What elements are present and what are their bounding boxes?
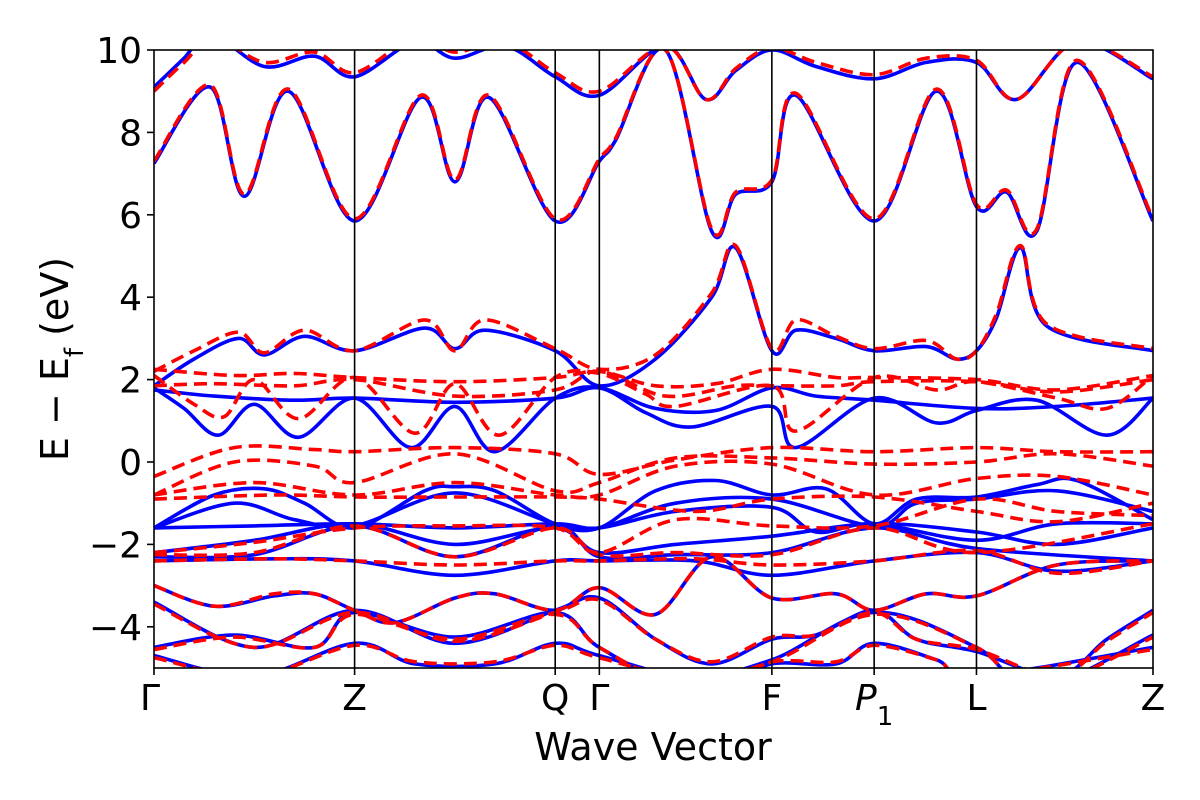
x-tick-label-6: P1: [855, 678, 893, 732]
red-dashed-band-15: [154, 597, 1153, 668]
y-tick-label-8: −4: [89, 608, 142, 649]
red-dashed-band-3: [154, 242, 1153, 373]
x-tick-label-7: L: [966, 678, 986, 719]
y-axis-title-unit: (eV): [33, 257, 77, 348]
red-dashed-band-7: [154, 444, 1153, 479]
y-axis-ticks: 10 8 6 4 2 0 −2 −4: [89, 31, 154, 649]
y-tick-label-4: 4: [119, 278, 142, 319]
red-dashed-band-17: [154, 643, 1153, 668]
x-tick-label-5: F: [761, 678, 782, 719]
red-dashed-band-9: [154, 459, 1153, 500]
x-axis-ticks: Γ Z Q Γ F P1 L Z: [140, 668, 1165, 732]
blue-band-5: [154, 385, 1153, 415]
blue-band-9: [154, 521, 1153, 555]
red-dashed-band-4: [154, 367, 1153, 392]
plot-frame: [153, 49, 1154, 669]
y-axis-title-main: E − E: [33, 357, 77, 461]
red-dashed-bands: [154, 50, 1153, 668]
y-tick-label-2: 8: [119, 113, 142, 154]
red-dashed-band-16: [154, 612, 1153, 668]
blue-band-1: [154, 50, 1153, 102]
x-axis-title: Wave Vector: [534, 725, 772, 769]
red-dashed-band-1: [154, 50, 1153, 102]
red-dashed-band-6: [154, 369, 1153, 399]
blue-band-14: [154, 610, 1153, 668]
y-tick-label-3: 6: [119, 196, 142, 237]
red-dashed-band-11: [154, 496, 1153, 555]
high-symmetry-lines: [353, 50, 978, 668]
red-dashed-band-13: [154, 548, 1153, 576]
blue-solid-bands: [154, 50, 1153, 668]
x-tick-label-4: Γ: [589, 678, 609, 719]
blue-band-12: [154, 554, 1153, 625]
y-axis-title-subscript: f: [60, 347, 90, 357]
x-tick-label-2: Z: [342, 678, 367, 719]
y-axis-title: E − Ef (eV): [33, 257, 90, 461]
red-dashed-band-10: [154, 493, 1153, 524]
y-tick-label-7: −2: [89, 525, 142, 566]
red-dashed-band-2: [154, 50, 1153, 238]
x-tick-label-3: Q: [541, 678, 569, 719]
y-tick-label-1: 10: [96, 31, 142, 72]
y-tick-label-6: 0: [119, 443, 142, 484]
x-tick-label-1: Γ: [140, 678, 160, 719]
plot-area: [154, 50, 1153, 668]
blue-band-13: [154, 595, 1153, 668]
blue-band-4: [154, 385, 1153, 454]
red-dashed-band-14: [154, 554, 1153, 625]
x-tick-label-8: Z: [1141, 678, 1166, 719]
y-tick-label-5: 2: [119, 361, 142, 402]
blue-band-2: [154, 50, 1153, 240]
blue-band-3: [154, 244, 1153, 388]
